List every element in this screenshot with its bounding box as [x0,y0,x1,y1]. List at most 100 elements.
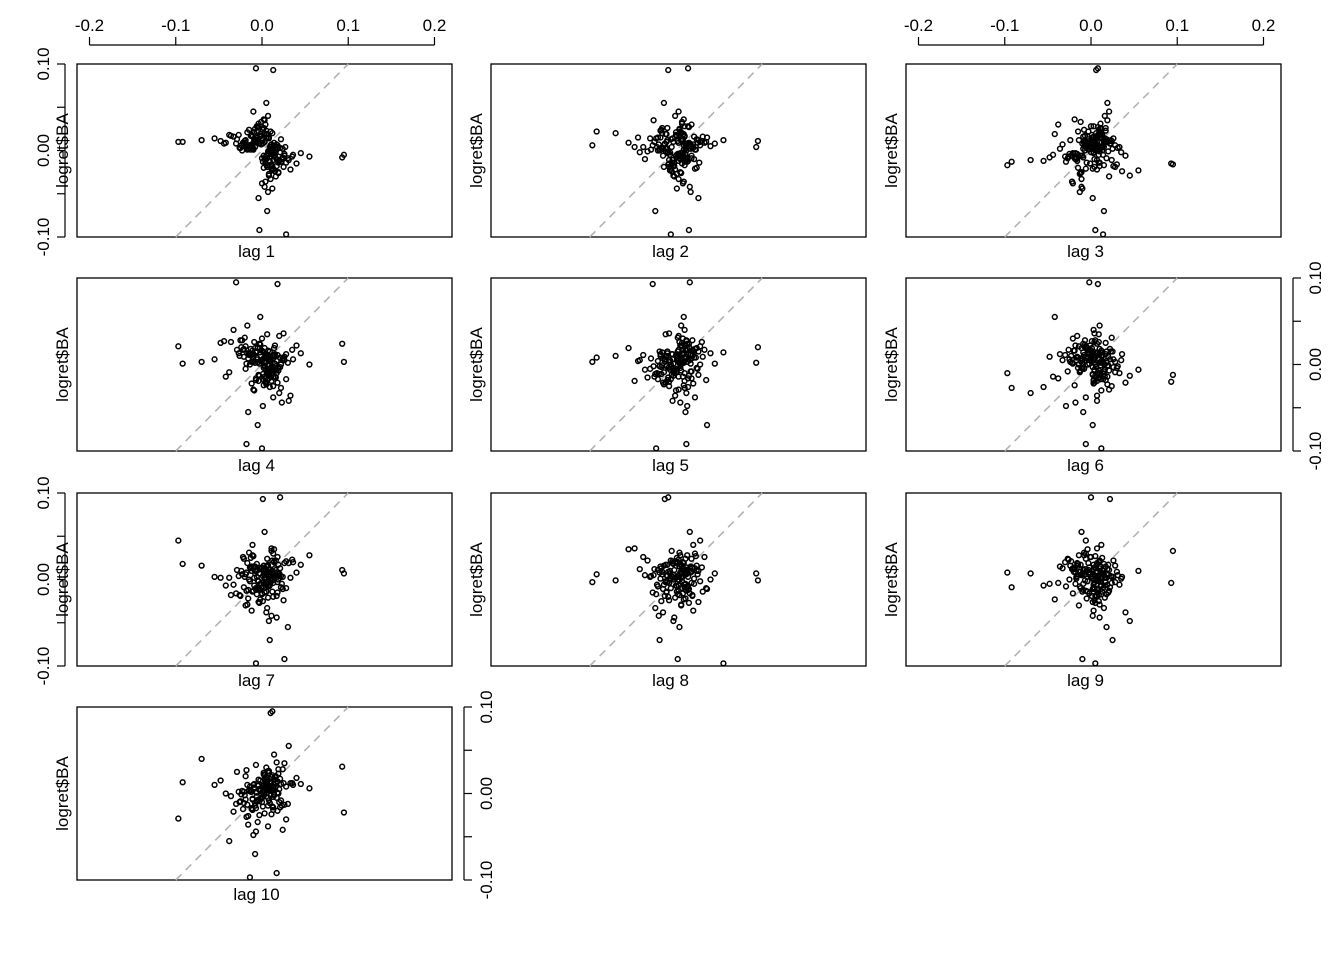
data-point [696,361,704,368]
data-point [1100,143,1108,151]
data-point [285,397,292,404]
data-point [265,134,273,141]
data-point [255,194,262,202]
data-point [1008,158,1015,165]
data-point [252,828,260,835]
data-point [1096,322,1103,329]
data-point [655,612,662,619]
data-point [248,380,255,387]
data-point [754,577,762,584]
data-point [269,588,276,595]
data-point [699,588,706,595]
data-point [267,575,274,582]
panel-lag-9: lag 9 logret$BA [882,492,1282,690]
data-point [281,150,288,158]
data-point [1092,552,1099,560]
reference-line [175,706,349,881]
y-axis-label: logret$BA [53,756,72,831]
data-point [246,874,254,881]
data-point [230,808,237,815]
data-point [1169,547,1177,555]
x-axis-label: lag 10 [233,885,279,904]
data-point [1082,440,1089,448]
data-point [1077,561,1084,568]
data-point [1122,379,1129,386]
data-point [240,345,248,353]
data-point [1086,569,1093,576]
data-point [690,541,697,549]
data-point [1069,590,1077,597]
data-point [1051,313,1058,321]
data-point [266,636,273,644]
data-point [707,143,714,150]
data-point [281,655,288,663]
data-point [695,598,702,606]
data-point [1090,607,1097,614]
data-point [289,356,297,363]
data-point [220,140,228,147]
data-point [270,139,278,146]
data-point [256,811,263,819]
data-point [264,207,271,215]
data-point [278,156,285,163]
data-point [612,577,619,584]
data-point [245,586,252,594]
data-point [258,335,266,342]
data-point [242,773,249,780]
data-point [261,771,268,778]
data-point [690,380,697,387]
data-point [668,143,675,151]
data-point [671,594,679,601]
data-point [248,607,255,614]
data-point [1065,556,1072,563]
data-point [646,135,654,142]
data-point [245,595,252,602]
data-point [236,352,243,360]
x-tick-label: -0.1 [990,16,1019,35]
data-point [711,360,718,367]
data-point [1106,584,1114,591]
data-point [1079,365,1086,372]
data-point [677,580,684,587]
data-point [227,338,235,346]
data-point [677,128,684,135]
data-point [273,592,280,600]
data-point [245,408,252,416]
data-point [1059,141,1066,148]
data-point [282,143,289,151]
data-point [1118,350,1126,358]
data-point [673,185,681,192]
data-point [273,357,280,365]
data-point [340,809,348,816]
data-point [1168,160,1175,167]
data-point [703,376,710,384]
data-point [687,360,694,367]
data-point [1098,387,1105,394]
data-point [265,767,273,775]
y-tick-label: -0.10 [34,647,53,686]
data-point [1074,128,1082,135]
y-tick-label: 0.00 [34,134,53,167]
data-point [222,790,229,797]
data-point [258,180,266,187]
data-point [678,322,685,329]
data-point [262,375,269,382]
data-point [1040,383,1047,391]
data-point [1092,354,1099,361]
data-point [257,313,264,321]
data-point [1093,545,1101,552]
data-point [753,143,760,151]
data-point [1096,162,1103,170]
data-point [671,162,678,170]
x-tick-label: 0.1 [1165,16,1189,35]
data-point [1105,589,1112,596]
data-point [1087,123,1095,130]
data-point [1169,371,1177,379]
data-point [1113,364,1121,372]
data-point [677,399,684,406]
data-point [1071,565,1078,573]
data-point [685,226,693,234]
data-point [289,346,296,353]
data-point [644,374,651,381]
data-point [1071,116,1078,123]
